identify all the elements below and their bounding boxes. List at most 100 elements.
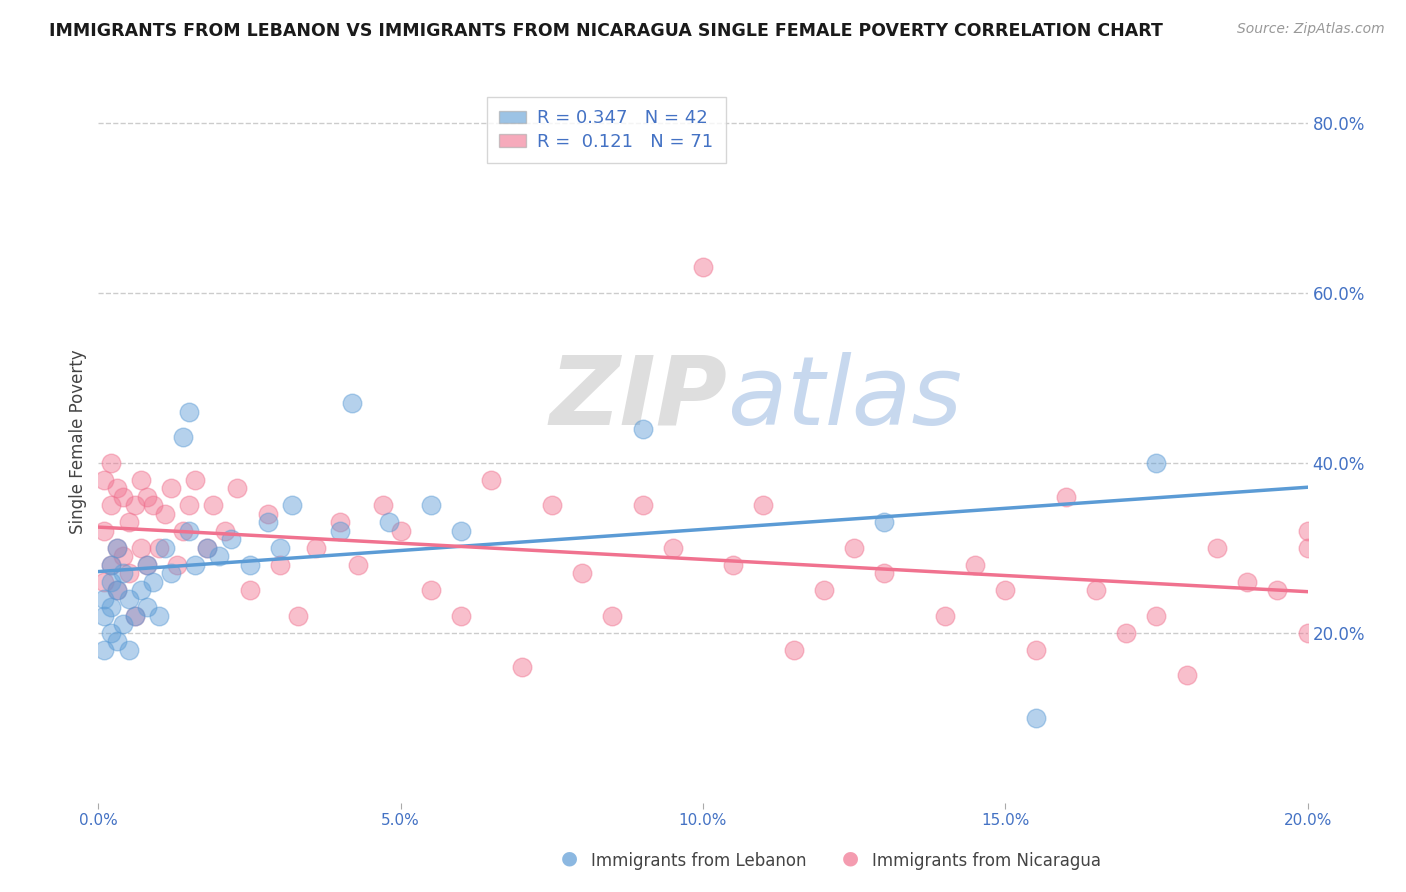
Point (1296, 541, 1319, 555)
Legend: R = 0.347   N = 42, R =  0.121   N = 71: R = 0.347 N = 42, R = 0.121 N = 71 (486, 96, 725, 163)
Point (160, 566, 183, 581)
Point (214, 524, 236, 538)
Point (631, 498, 654, 512)
Point (124, 608, 146, 623)
Point (111, 549, 134, 564)
Point (329, 524, 352, 538)
Point (100, 558, 122, 572)
Point (93, 574, 115, 589)
Point (179, 405, 201, 419)
Point (100, 574, 122, 589)
Point (692, 260, 714, 275)
Point (221, 533, 243, 547)
Point (1267, 583, 1289, 598)
Point (226, 481, 249, 495)
Point (420, 583, 443, 598)
Point (965, 558, 987, 572)
Point (179, 498, 201, 512)
Point (1206, 541, 1229, 555)
Point (100, 600, 122, 615)
Point (135, 600, 157, 615)
Text: ●: ● (842, 848, 859, 867)
Point (160, 481, 183, 495)
Point (1175, 668, 1198, 682)
Point (195, 541, 218, 555)
Point (305, 541, 328, 555)
Point (1024, 711, 1046, 725)
Point (111, 617, 134, 632)
Point (118, 591, 141, 606)
Point (135, 558, 157, 572)
Point (342, 396, 364, 410)
Point (93, 608, 115, 623)
Point (239, 583, 262, 598)
Point (269, 558, 291, 572)
Point (723, 558, 745, 572)
Point (129, 473, 152, 487)
Point (124, 608, 146, 623)
Point (118, 516, 141, 530)
Point (450, 608, 472, 623)
Point (287, 608, 309, 623)
Text: atlas: atlas (727, 351, 962, 445)
Point (661, 541, 683, 555)
Point (752, 498, 775, 512)
Point (93, 524, 115, 538)
Point (105, 634, 128, 648)
Point (172, 430, 194, 444)
Point (1296, 625, 1319, 640)
Point (571, 566, 593, 581)
Point (179, 524, 201, 538)
Point (105, 541, 128, 555)
Point (239, 558, 262, 572)
Point (111, 490, 134, 504)
Point (256, 516, 278, 530)
Point (142, 498, 165, 512)
Point (118, 566, 141, 581)
Point (602, 608, 624, 623)
Point (100, 558, 122, 572)
Point (1054, 490, 1077, 504)
Point (184, 473, 207, 487)
Point (135, 558, 157, 572)
Point (1085, 583, 1108, 598)
Point (281, 498, 304, 512)
Point (481, 473, 503, 487)
Point (105, 583, 128, 598)
Point (1296, 524, 1319, 538)
Point (1144, 608, 1167, 623)
Point (420, 498, 443, 512)
Point (510, 660, 533, 674)
Point (208, 549, 231, 564)
Point (129, 583, 152, 598)
Point (371, 498, 394, 512)
Point (135, 490, 157, 504)
Point (631, 422, 654, 436)
Y-axis label: Single Female Poverty: Single Female Poverty (69, 350, 87, 533)
Point (256, 507, 278, 521)
Point (105, 481, 128, 495)
Text: ZIP: ZIP (550, 351, 727, 445)
Point (105, 541, 128, 555)
Point (166, 558, 188, 572)
Point (93, 473, 115, 487)
Point (153, 541, 176, 555)
Point (347, 558, 370, 572)
Point (1115, 625, 1137, 640)
Point (269, 541, 291, 555)
Point (153, 507, 176, 521)
Point (389, 524, 412, 538)
Point (148, 608, 170, 623)
Point (844, 541, 866, 555)
Point (783, 642, 806, 657)
Text: IMMIGRANTS FROM LEBANON VS IMMIGRANTS FROM NICARAGUA SINGLE FEMALE POVERTY CORRE: IMMIGRANTS FROM LEBANON VS IMMIGRANTS FR… (49, 22, 1163, 40)
Point (450, 524, 472, 538)
Point (111, 566, 134, 581)
Point (93, 591, 115, 606)
Point (118, 642, 141, 657)
Point (813, 583, 835, 598)
Point (172, 524, 194, 538)
Point (142, 574, 165, 589)
Point (184, 558, 207, 572)
Text: Source: ZipAtlas.com: Source: ZipAtlas.com (1237, 22, 1385, 37)
